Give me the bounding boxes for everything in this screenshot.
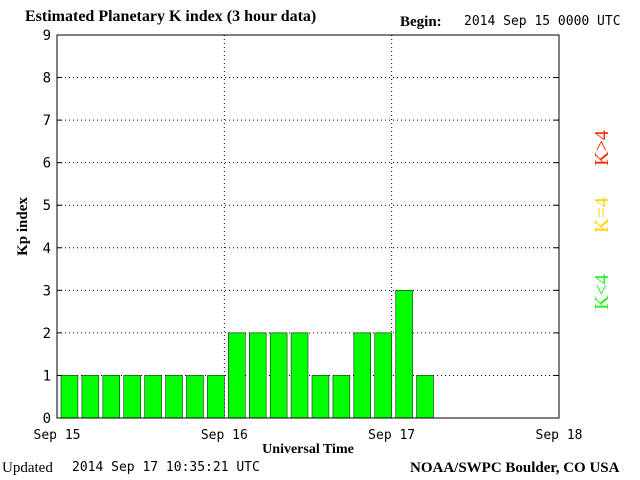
x-tick-label: Sep 16	[201, 428, 248, 443]
y-tick-label: 7	[43, 113, 51, 129]
kp-bar	[416, 375, 434, 419]
credit-text: NOAA/SWPC Boulder, CO USA	[410, 460, 620, 476]
kp-bar	[144, 375, 162, 419]
y-tick-label: 0	[43, 411, 51, 427]
begin-label: Begin:	[400, 14, 442, 30]
plot-frame	[56, 34, 560, 419]
y-tick-label: 1	[43, 368, 51, 384]
kp-bar	[395, 290, 413, 419]
y-tick-label: 6	[43, 156, 51, 172]
kp-bar	[332, 375, 351, 419]
legend-item: K<4	[591, 274, 613, 310]
kp-bar	[81, 375, 100, 419]
begin-value: 2014 Sep 15 0000 UTC	[464, 14, 621, 29]
x-axis-label: Universal Time	[262, 442, 354, 457]
kp-bar	[102, 375, 121, 419]
legend-item: K>4	[591, 130, 613, 166]
x-tick-labels: Sep 15 Sep 16 Sep 17 Sep 18	[34, 428, 583, 443]
x-tick-label: Sep 18	[536, 428, 583, 443]
y-tick-label: 5	[43, 198, 51, 214]
bars	[60, 290, 434, 419]
x-tick-label: Sep 17	[368, 428, 415, 443]
kp-bar	[123, 375, 141, 419]
kp-bar	[207, 375, 225, 419]
y-tick-labels: 0 1 2 3 4 5 6 7 8 9	[43, 28, 559, 427]
kp-bar	[290, 332, 309, 419]
y-axis-label: Kp index	[15, 197, 31, 256]
y-tick-label: 8	[43, 71, 51, 87]
kp-bar	[228, 332, 246, 419]
chart-title: Estimated Planetary K index (3 hour data…	[25, 8, 317, 25]
y-tick-label: 2	[43, 326, 51, 342]
y-tick-label: 3	[43, 283, 51, 299]
kp-bar	[353, 332, 372, 419]
updated-value: 2014 Sep 17 10:35:21 UTC	[72, 460, 260, 475]
legend-item: K=4	[591, 197, 613, 233]
legend: K>4 K=4 K<4	[591, 130, 613, 310]
kp-bar	[311, 375, 330, 419]
kp-bar	[60, 375, 79, 419]
y-tick-label: 4	[43, 241, 51, 257]
kp-bar	[165, 375, 183, 419]
updated-label: Updated	[2, 460, 53, 476]
y-tick-label: 9	[43, 28, 51, 44]
kp-bar	[269, 332, 288, 419]
x-tick-label: Sep 15	[34, 428, 81, 443]
kp-bar	[249, 332, 267, 419]
kp-bar	[374, 332, 392, 419]
kp-bar	[186, 375, 204, 419]
